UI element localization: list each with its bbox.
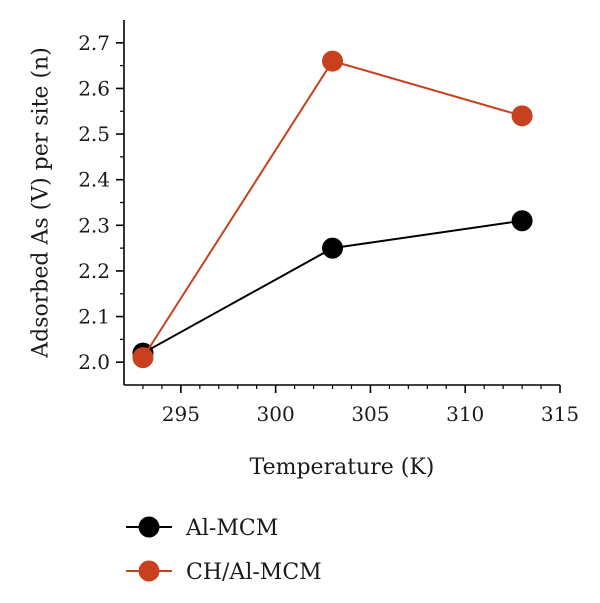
- series-line-2: [142, 59, 523, 359]
- legend-label: CH/Al-MCM: [186, 560, 322, 585]
- legend: Al-MCM CH/Al-MCM: [126, 516, 322, 585]
- y-tick-label: 2.3: [78, 213, 110, 237]
- data-point: [132, 347, 154, 369]
- x-tick-label: 305: [351, 402, 389, 426]
- data-point: [511, 210, 533, 232]
- legend-marker: [138, 516, 160, 538]
- x-tick-label: 300: [257, 402, 295, 426]
- plot-series: [132, 50, 533, 369]
- y-tick-label: 2.0: [78, 350, 110, 374]
- legend-marker: [138, 560, 160, 582]
- y-axis-title: Adsorbed As (V) per site (n): [29, 47, 54, 359]
- y-tick-label: 2.5: [78, 122, 110, 146]
- data-point: [511, 105, 533, 127]
- y-tick-label: 2.6: [78, 76, 110, 100]
- x-tick-label: 310: [446, 402, 484, 426]
- data-point: [322, 50, 344, 72]
- y-tick-label: 2.7: [78, 31, 110, 55]
- y-tick-label: 2.4: [78, 168, 110, 192]
- x-tick-label: 315: [541, 402, 579, 426]
- plot-axes: 2.0 2.1 2.2 2.3 2.4 2.5 2.6 2.7 295 300 305 310 315: [78, 20, 579, 426]
- y-tick-label: 2.1: [78, 305, 110, 329]
- x-tick-label: 295: [162, 402, 200, 426]
- legend-label: Al-MCM: [185, 516, 278, 541]
- x-axis-title: Temperature (K): [250, 455, 435, 480]
- y-tick-label: 2.2: [78, 259, 110, 283]
- data-point: [322, 237, 344, 259]
